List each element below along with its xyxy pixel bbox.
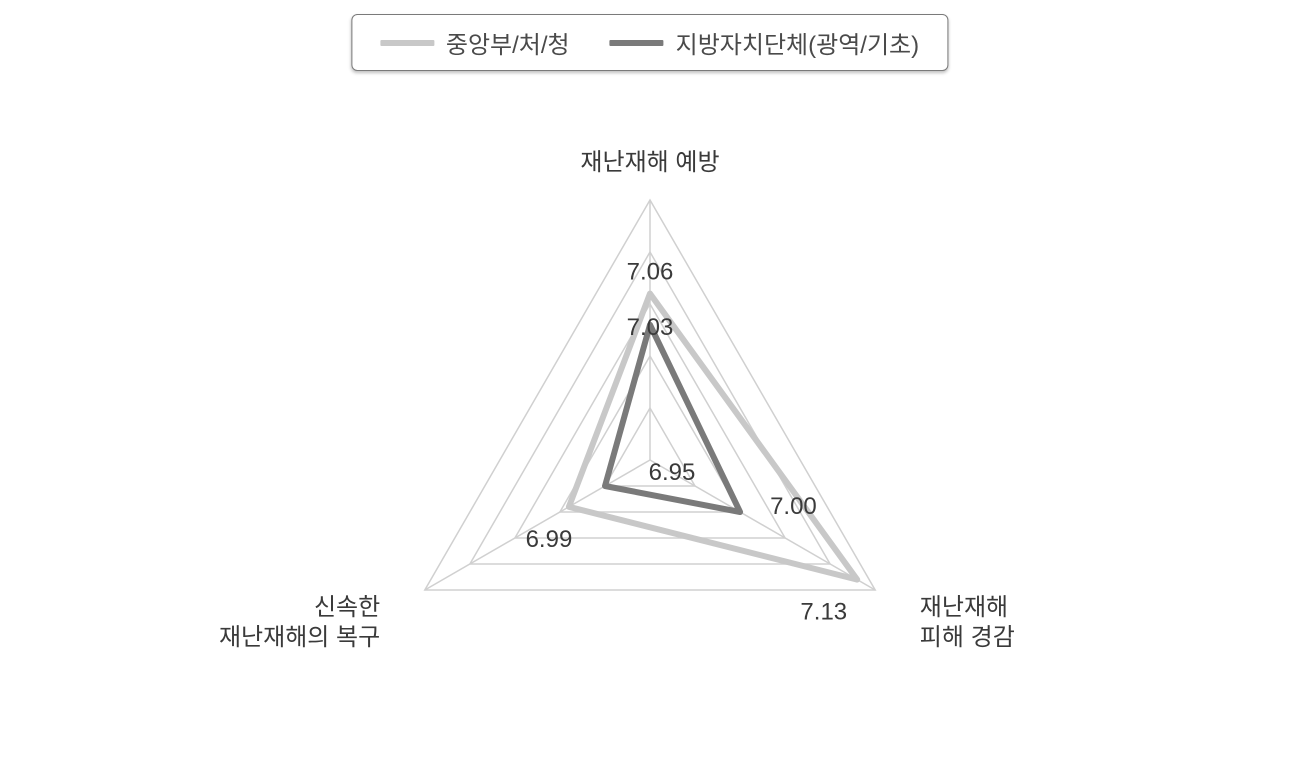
value-label: 6.95 — [649, 459, 696, 486]
legend: 중앙부/처/청 지방자치단체(광역/기초) — [351, 14, 948, 71]
axis-label-mitigation: 재난재해 — [920, 594, 1008, 621]
axis-label-recovery: 재난재해의 복구 — [219, 624, 380, 651]
legend-item-1: 지방자치단체(광역/기초) — [610, 25, 919, 60]
legend-label-0: 중앙부/처/청 — [446, 25, 570, 60]
legend-swatch-0 — [380, 40, 434, 46]
axis-label-mitigation: 피해 경감 — [920, 624, 1015, 651]
value-label: 6.99 — [526, 526, 573, 553]
axis-label-recovery: 신속한 — [314, 594, 380, 621]
value-label: 7.06 — [627, 259, 674, 286]
legend-swatch-1 — [610, 40, 664, 46]
value-label: 7.00 — [770, 493, 817, 520]
chart-stage: 중앙부/처/청 지방자치단체(광역/기초) 재난재해 예방재난재해피해 경감 신속… — [0, 0, 1299, 768]
legend-item-0: 중앙부/처/청 — [380, 25, 570, 60]
axis-label-prevention: 재난재해 예방 — [580, 149, 719, 176]
legend-label-1: 지방자치단체(광역/기초) — [676, 25, 919, 60]
radar-chart: 재난재해 예방재난재해피해 경감 신속한재난재해의 복구 7.06 7.13 6.99 7… — [0, 0, 1299, 768]
value-label: 7.03 — [627, 314, 674, 341]
value-label: 7.13 — [800, 599, 847, 626]
